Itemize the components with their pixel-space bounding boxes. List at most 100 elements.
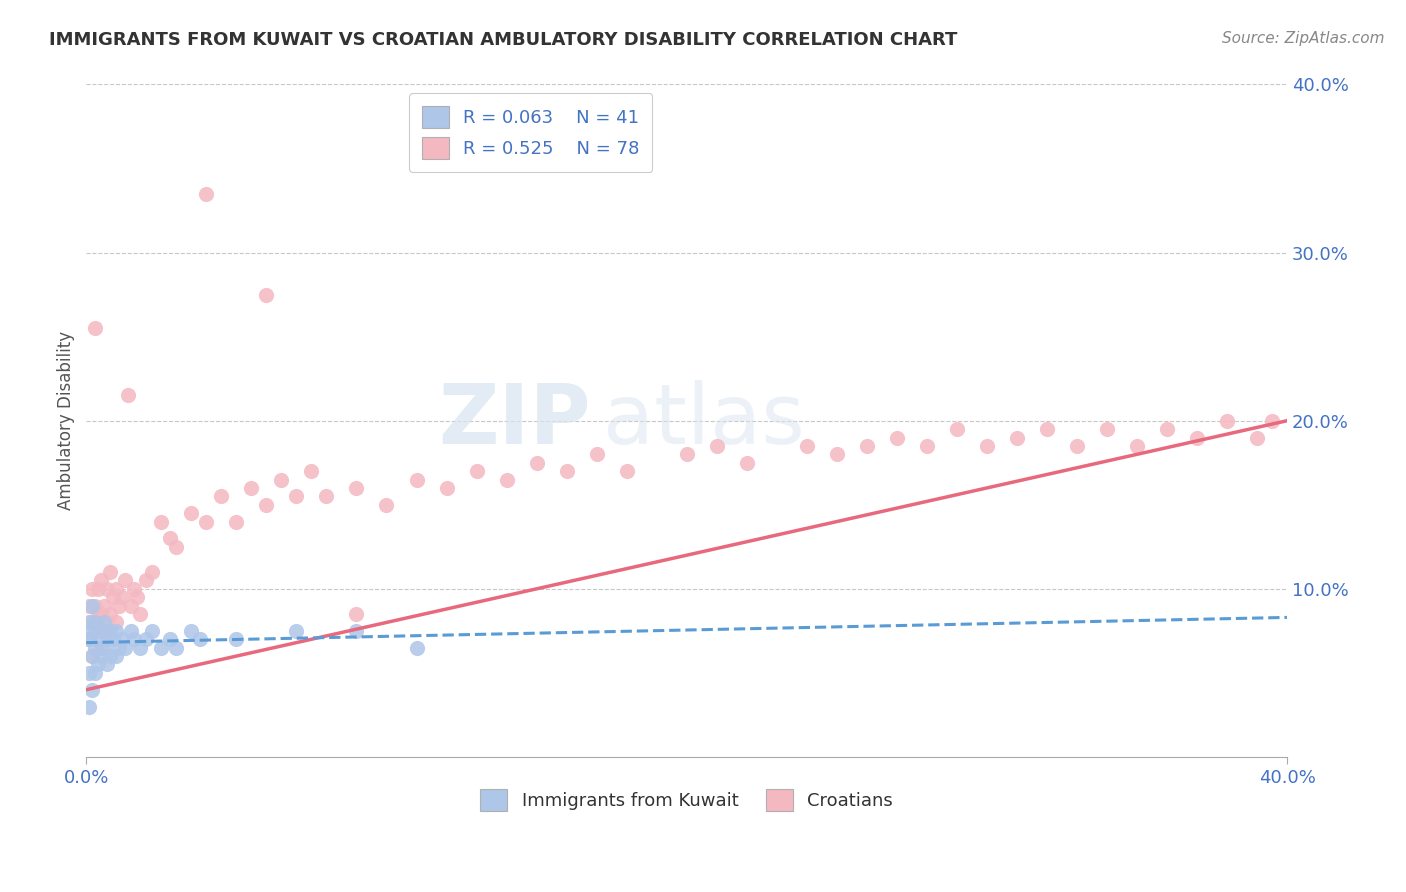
Point [84,624,107,638]
Point [796,439,818,453]
Point [1036,422,1059,436]
Point [87,632,110,647]
Point [135,632,157,647]
Point [93,599,115,613]
Text: atlas: atlas [603,380,804,461]
Point [98,624,121,638]
Point [225,515,247,529]
Point [465,464,488,478]
Point [1216,414,1239,428]
Point [1185,430,1208,444]
Point [111,591,134,605]
Point [87,607,110,621]
Point [82,649,104,664]
Point [165,640,187,655]
Point [405,640,427,655]
Point [96,615,118,630]
Text: ZIP: ZIP [439,380,591,461]
Y-axis label: Ambulatory Disability: Ambulatory Disability [58,331,75,510]
Point [976,439,998,453]
Point [141,565,163,579]
Point [675,447,697,461]
Point [84,321,107,335]
Point [98,649,121,664]
Point [1126,439,1149,453]
Point [346,607,368,621]
Point [114,574,136,588]
Point [82,624,104,638]
Point [105,582,128,596]
Point [1095,422,1118,436]
Text: IMMIGRANTS FROM KUWAIT VS CROATIAN AMBULATORY DISABILITY CORRELATION CHART: IMMIGRANTS FROM KUWAIT VS CROATIAN AMBUL… [49,31,957,49]
Point [159,532,181,546]
Point [108,599,131,613]
Point [117,388,139,402]
Point [98,607,121,621]
Point [127,591,149,605]
Text: Source: ZipAtlas.com: Source: ZipAtlas.com [1222,31,1385,46]
Point [285,489,308,503]
Point [82,599,104,613]
Point [180,506,202,520]
Point [270,473,292,487]
Point [120,624,142,638]
Point [96,582,118,596]
Point [98,565,121,579]
Point [946,422,969,436]
Point [90,640,112,655]
Point [84,640,107,655]
Point [84,665,107,680]
Point [93,640,115,655]
Point [159,632,181,647]
Point [1156,422,1178,436]
Point [79,665,101,680]
Point [103,591,125,605]
Point [105,649,128,664]
Point [87,582,110,596]
Point [124,582,146,596]
Point [915,439,938,453]
Point [195,515,218,529]
Point [436,481,458,495]
Point [90,624,112,638]
Point [285,624,308,638]
Point [129,640,152,655]
Point [124,632,146,647]
Point [90,607,112,621]
Point [1005,430,1028,444]
Point [105,624,128,638]
Point [254,287,277,301]
Point [96,632,118,647]
Point [254,498,277,512]
Point [526,456,548,470]
Point [90,649,112,664]
Point [706,439,728,453]
Point [190,632,212,647]
Point [1066,439,1088,453]
Point [79,599,101,613]
Point [135,574,157,588]
Point [886,430,908,444]
Point [120,599,142,613]
Point [405,473,427,487]
Point [301,464,323,478]
Point [346,481,368,495]
Point [79,632,101,647]
Point [79,699,101,714]
Point [84,615,107,630]
Point [209,489,232,503]
Point [114,640,136,655]
Point [82,582,104,596]
Legend: Immigrants from Kuwait, Croatians: Immigrants from Kuwait, Croatians [470,778,904,822]
Point [90,574,112,588]
Point [150,515,173,529]
Point [735,456,758,470]
Point [165,540,187,554]
Point [585,447,607,461]
Point [825,447,848,461]
Point [93,624,115,638]
Point [1246,430,1268,444]
Point [103,632,125,647]
Point [105,615,128,630]
Point [375,498,398,512]
